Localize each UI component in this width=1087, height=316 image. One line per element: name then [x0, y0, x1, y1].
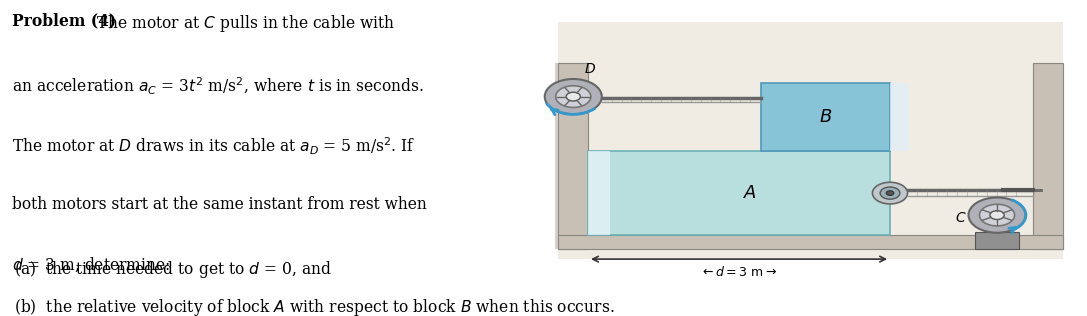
- Bar: [1033, 63, 1063, 249]
- Circle shape: [990, 211, 1004, 220]
- Text: $D$: $D$: [584, 62, 596, 76]
- Text: both motors start at the same instant from rest when: both motors start at the same instant fr…: [12, 196, 426, 213]
- Circle shape: [979, 204, 1014, 226]
- Bar: [558, 235, 1063, 249]
- Text: The motor at $D$ draws in its cable at $a_D$ = 5 m/s$^2$. If: The motor at $D$ draws in its cable at $…: [12, 136, 415, 157]
- Bar: [558, 63, 588, 249]
- Circle shape: [545, 79, 602, 114]
- Bar: [975, 232, 1019, 249]
- Circle shape: [873, 182, 908, 204]
- Text: $B$: $B$: [819, 108, 832, 126]
- Text: $\leftarrow d = 3\ \mathrm{m} \rightarrow$: $\leftarrow d = 3\ \mathrm{m} \rightarro…: [700, 265, 777, 279]
- Text: (a)  the time needed to get to $d$ = 0, and: (a) the time needed to get to $d$ = 0, a…: [14, 259, 333, 280]
- Circle shape: [880, 187, 900, 199]
- Circle shape: [969, 198, 1026, 233]
- Text: (b)  the relative velocity of block $A$ with respect to block $B$ when this occu: (b) the relative velocity of block $A$ w…: [14, 296, 614, 316]
- Text: $C$: $C$: [955, 211, 966, 226]
- Text: $A$: $A$: [744, 184, 757, 202]
- Bar: [588, 151, 610, 235]
- Bar: [761, 83, 890, 151]
- Circle shape: [555, 86, 591, 107]
- Bar: [555, 63, 583, 249]
- Text: The motor at $C$ pulls in the cable with: The motor at $C$ pulls in the cable with: [92, 13, 396, 33]
- Circle shape: [886, 191, 894, 196]
- Text: an acceleration $a_C$ = 3$t^2$ m/s$^2$, where $t$ is in seconds.: an acceleration $a_C$ = 3$t^2$ m/s$^2$, …: [12, 76, 424, 97]
- Text: Problem (4): Problem (4): [12, 13, 116, 30]
- Text: $d$ = 3 m, determine:: $d$ = 3 m, determine:: [12, 256, 170, 274]
- Bar: [588, 151, 890, 235]
- Circle shape: [566, 92, 580, 101]
- Bar: [890, 83, 909, 151]
